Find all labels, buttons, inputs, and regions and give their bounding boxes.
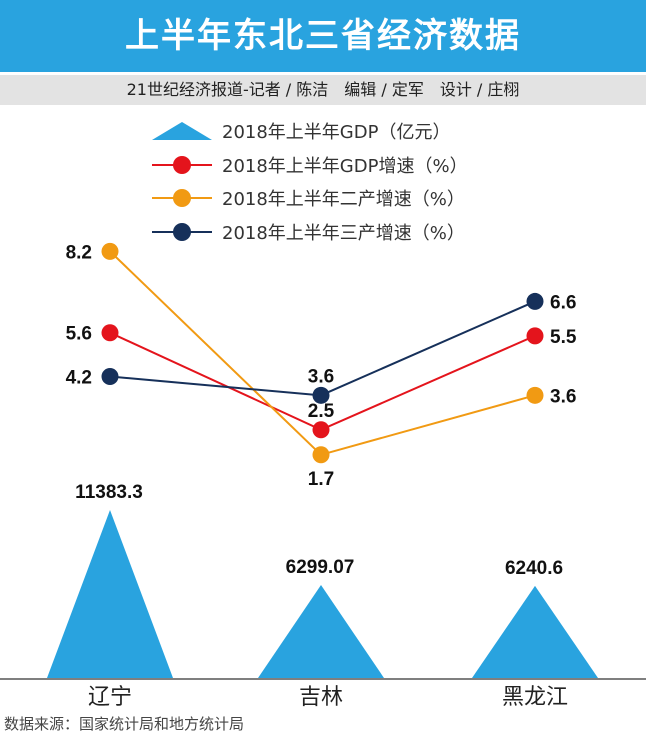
legend-marker-1 [173,156,191,174]
series-point-2-2 [526,386,544,404]
legend-marker-3 [173,223,191,241]
legend-label-1: 2018年上半年GDP增速（%） [222,156,468,177]
series-label-3-2: 6.6 [550,292,576,313]
legend-label-2: 2018年上半年二产增速（%） [222,189,465,210]
source-note: 数据来源：国家统计局和地方统计局 [4,715,245,733]
category-label-1: 吉林 [299,685,343,710]
category-label-0: 辽宁 [88,685,132,710]
series-label-1-0: 5.6 [66,324,92,345]
series-point-1-0 [101,324,119,342]
legend-gdp-triangle [152,122,212,140]
page-title: 上半年东北三省经济数据 [125,16,521,56]
chart: 2018年上半年GDP（亿元） 2018年上半年GDP增速（%） 2018年上半年二… [0,122,646,710]
gdp-label-2: 6240.6 [505,558,563,579]
series-point-2-1 [312,446,330,464]
series-point-2-0 [101,242,119,260]
series-point-3-2 [526,292,544,310]
series-label-1-2: 5.5 [550,327,577,348]
series-point-3-0 [101,368,119,386]
series-label-2-2: 3.6 [550,386,576,407]
series-label-1-1: 2.5 [308,401,335,422]
gdp-triangle-2 [472,585,598,678]
series-label-3-0: 4.2 [66,368,92,389]
legend-label-3: 2018年上半年三产增速（%） [222,223,465,244]
gdp-label-1: 6299.07 [286,557,355,578]
legend-marker-2 [173,189,191,207]
gdp-label-0: 11383.3 [75,482,143,503]
series-label-2-1: 1.7 [308,469,334,490]
series-point-1-1 [312,421,330,439]
series-point-3-1 [312,386,330,404]
series-label-3-1: 3.6 [308,366,334,387]
category-label-2: 黑龙江 [502,685,568,710]
series-point-1-2 [526,327,544,345]
credits-bar [0,75,646,105]
gdp-triangle-1 [258,585,384,678]
gdp-triangle-0 [47,510,173,678]
series-label-2-0: 8.2 [66,242,92,263]
credits-line: 21世纪经济报道-记者 / 陈洁 编辑 / 定军 设计 / 庄栩 [126,80,520,99]
title-bar [0,0,646,72]
legend-label-0: 2018年上半年GDP（亿元） [222,122,450,143]
